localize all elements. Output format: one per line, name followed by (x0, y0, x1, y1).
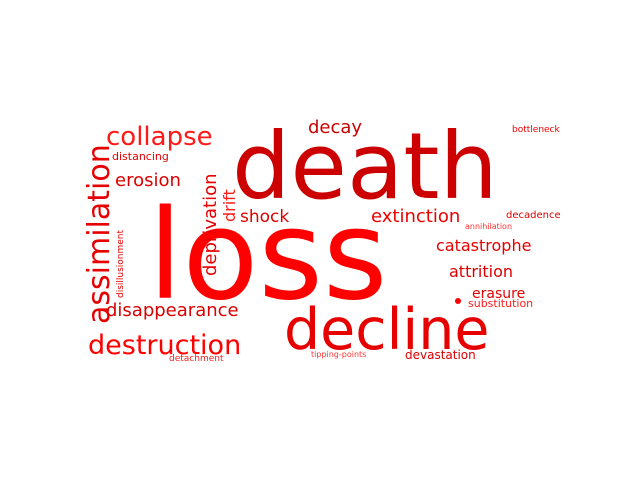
word-death: death (232, 113, 498, 220)
word-destruction: destruction (88, 330, 241, 361)
word-substitution: substitution (468, 297, 533, 310)
word-distancing: distancing (112, 150, 169, 163)
word-erasure: erasure (472, 286, 525, 302)
word-loss: loss (148, 184, 388, 328)
word-detachment: detachment (169, 354, 224, 364)
word-erosion: erosion (115, 170, 181, 191)
word-extinction: extinction (371, 206, 460, 227)
word-annihilation: annihilation (465, 222, 512, 231)
word-drift: drift (220, 189, 239, 222)
word-tipping-points: tipping-points (311, 350, 366, 359)
word-bottleneck: bottleneck (512, 125, 561, 135)
word-disappearance: disappearance (106, 300, 239, 321)
word-disillusionment: disillusionment (116, 229, 126, 298)
dot-mark (455, 298, 461, 304)
word-shock: shock (240, 207, 289, 227)
word-catastrophe: catastrophe (436, 236, 531, 255)
word-assimilation: assimilation (82, 144, 117, 324)
word-decline: decline (284, 297, 489, 363)
word-attrition: attrition (449, 262, 513, 281)
word-collapse: collapse (106, 122, 213, 152)
word-decadence: decadence (506, 210, 561, 221)
word-decay: decay (308, 117, 362, 138)
word-deprivation: deprivation (200, 174, 221, 277)
word-devastation: devastation (405, 348, 476, 362)
